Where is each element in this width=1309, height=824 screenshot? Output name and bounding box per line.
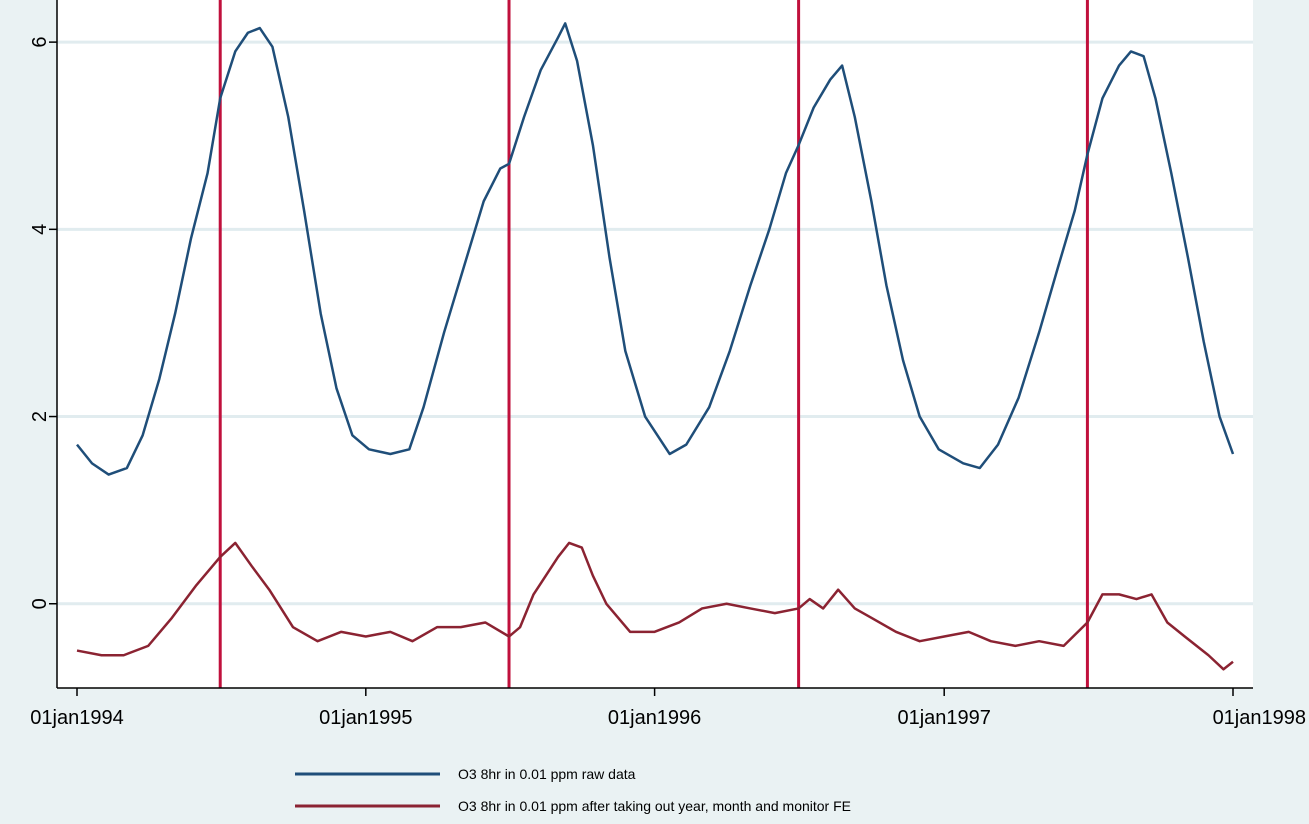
series-lines	[76, 22, 1235, 671]
y-tick-label-2: 4	[29, 224, 51, 235]
x-tick-label-2: 01jan1996	[608, 707, 701, 729]
legend-label-1: O3 8hr in 0.01 ppm after taking out year…	[458, 798, 851, 814]
x-tick-label-4: 01jan1998	[1213, 707, 1306, 729]
plot-area	[57, 0, 1253, 688]
series-line-1	[76, 541, 1234, 671]
series-line-0	[76, 22, 1235, 476]
legend: O3 8hr in 0.01 ppm raw data O3 8hr in 0.0…	[295, 766, 851, 814]
axes: 0 2 4 6 01jan1994 01jan1995 01jan1996 01jan1997…	[29, 0, 1306, 729]
x-tick-label-3: 01jan1997	[897, 707, 990, 729]
y-tick-label-3: 6	[29, 37, 51, 48]
reference-lines	[218, 0, 1089, 688]
gridlines	[57, 40, 1253, 606]
y-tick-label-1: 2	[29, 411, 51, 422]
y-tick-label-0: 0	[29, 598, 51, 609]
x-tick-label-1: 01jan1995	[319, 707, 412, 729]
x-tick-label-0: 01jan1994	[30, 707, 123, 729]
legend-label-0: O3 8hr in 0.01 ppm raw data	[458, 766, 636, 782]
